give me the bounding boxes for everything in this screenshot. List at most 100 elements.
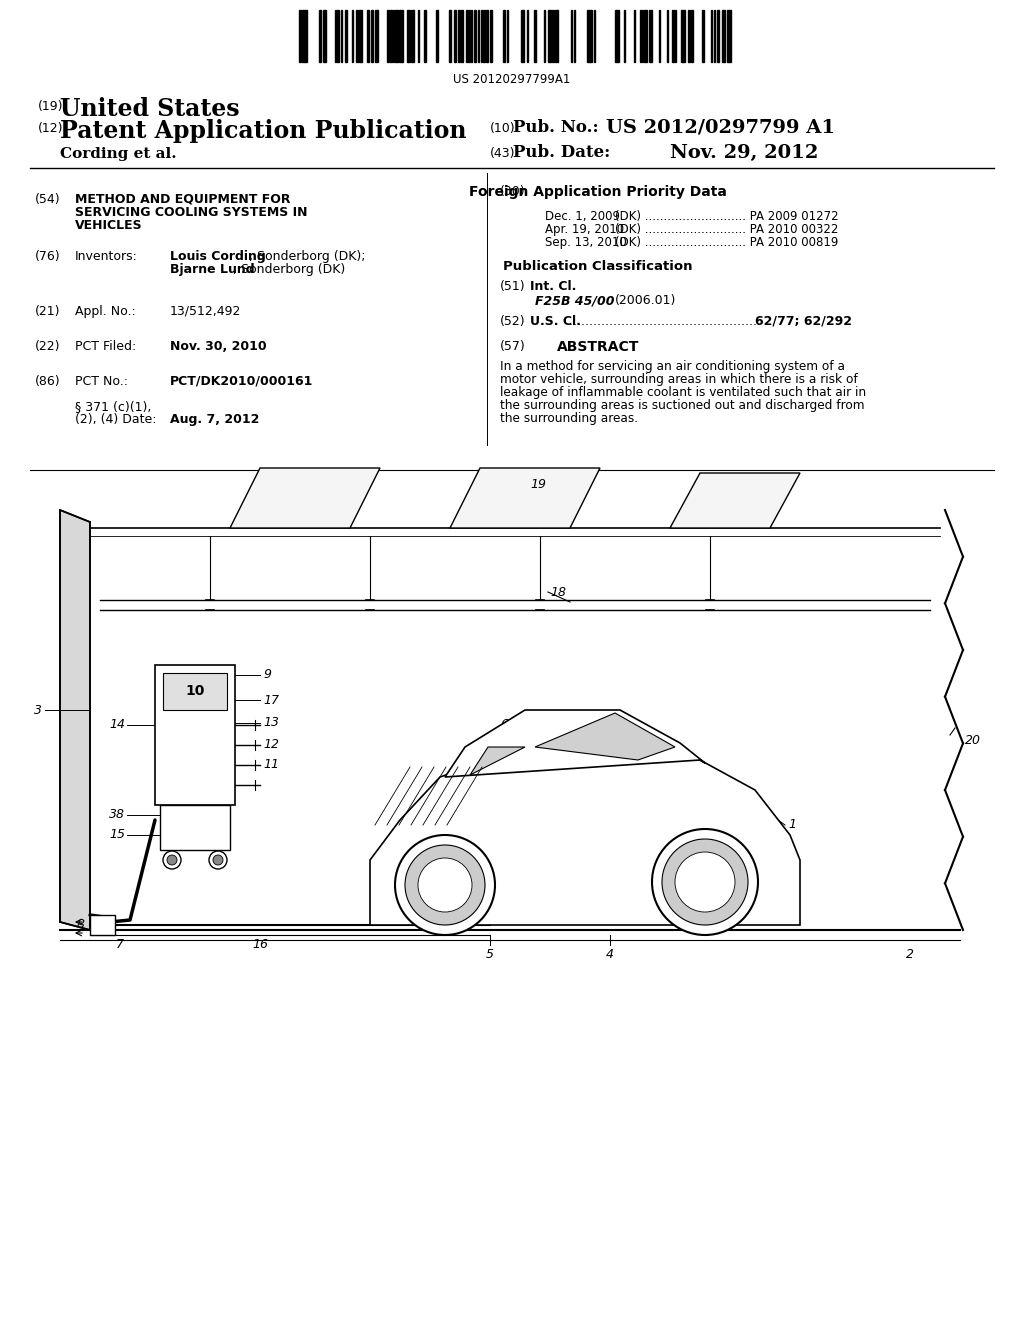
Text: (22): (22): [35, 341, 60, 352]
Text: ................................................: ........................................…: [565, 315, 761, 327]
Text: 14: 14: [109, 718, 125, 731]
Bar: [470, 11, 472, 62]
Bar: [644, 11, 646, 62]
Circle shape: [395, 836, 495, 935]
Bar: [356, 11, 358, 62]
Bar: [687, 11, 689, 62]
Text: 18: 18: [550, 586, 566, 598]
Bar: [407, 11, 410, 62]
Text: 8: 8: [77, 919, 85, 932]
Bar: [722, 11, 725, 62]
Bar: [371, 11, 373, 62]
Text: 62/77; 62/292: 62/77; 62/292: [755, 315, 852, 327]
Polygon shape: [470, 747, 525, 775]
Polygon shape: [230, 469, 380, 528]
Bar: [587, 11, 592, 62]
Text: (DK) ........................... PA 2009 01272: (DK) ........................... PA 2009…: [615, 210, 839, 223]
Text: Pub. Date:: Pub. Date:: [513, 144, 610, 161]
Bar: [555, 11, 557, 62]
Bar: [485, 11, 488, 62]
Text: (2), (4) Date:: (2), (4) Date:: [75, 413, 157, 426]
Bar: [458, 11, 460, 62]
Text: 15: 15: [109, 829, 125, 842]
Polygon shape: [450, 469, 600, 528]
Bar: [418, 11, 419, 62]
Text: 3: 3: [34, 704, 42, 717]
Text: 9: 9: [263, 668, 271, 681]
Text: Int. Cl.: Int. Cl.: [530, 280, 577, 293]
Polygon shape: [90, 915, 115, 935]
Bar: [454, 11, 456, 62]
Text: 20: 20: [965, 734, 981, 747]
Text: PCT No.:: PCT No.:: [75, 375, 128, 388]
Polygon shape: [155, 665, 234, 805]
Text: Aug. 7, 2012: Aug. 7, 2012: [170, 413, 259, 426]
Bar: [701, 11, 705, 62]
Text: Bjarne Lund: Bjarne Lund: [170, 263, 255, 276]
Bar: [389, 11, 391, 62]
Polygon shape: [60, 510, 90, 931]
Bar: [727, 11, 731, 62]
Text: Cording et al.: Cording et al.: [60, 147, 176, 161]
Text: Inventors:: Inventors:: [75, 249, 138, 263]
Text: 13/512,492: 13/512,492: [170, 305, 242, 318]
Text: SERVICING COOLING SYSTEMS IN: SERVICING COOLING SYSTEMS IN: [75, 206, 307, 219]
Bar: [468, 11, 469, 62]
Circle shape: [406, 845, 485, 925]
Polygon shape: [670, 473, 800, 528]
Bar: [302, 11, 307, 62]
Text: Foreign Application Priority Data: Foreign Application Priority Data: [469, 185, 727, 199]
Text: Nov. 29, 2012: Nov. 29, 2012: [670, 144, 818, 162]
Text: leakage of inflammable coolant is ventilated such that air in: leakage of inflammable coolant is ventil…: [500, 385, 866, 399]
Bar: [411, 11, 414, 62]
Bar: [337, 11, 339, 62]
Bar: [690, 11, 692, 62]
Text: (86): (86): [35, 375, 60, 388]
Text: (DK) ........................... PA 2010 00819: (DK) ........................... PA 2010…: [615, 236, 839, 249]
Bar: [367, 11, 369, 62]
Bar: [399, 11, 403, 62]
Bar: [341, 11, 342, 62]
Text: PCT/DK2010/000161: PCT/DK2010/000161: [170, 375, 313, 388]
Text: 17: 17: [263, 693, 279, 706]
Text: 4: 4: [606, 948, 614, 961]
Text: (57): (57): [500, 341, 525, 352]
Text: (52): (52): [500, 315, 525, 327]
Polygon shape: [445, 710, 705, 777]
Text: Pub. No.:: Pub. No.:: [513, 119, 599, 136]
Text: 16: 16: [252, 939, 268, 950]
Text: (30): (30): [500, 185, 525, 198]
Bar: [717, 11, 719, 62]
Polygon shape: [163, 673, 227, 710]
Text: Dec. 1, 2009: Dec. 1, 2009: [545, 210, 620, 223]
Text: Appl. No.:: Appl. No.:: [75, 305, 136, 318]
Circle shape: [652, 829, 758, 935]
Text: (43): (43): [490, 147, 515, 160]
Bar: [634, 11, 635, 62]
Text: (12): (12): [38, 121, 63, 135]
Bar: [323, 11, 326, 62]
Bar: [424, 11, 426, 62]
Text: METHOD AND EQUIPMENT FOR: METHOD AND EQUIPMENT FOR: [75, 193, 291, 206]
Text: 11: 11: [263, 759, 279, 771]
Text: 38: 38: [109, 808, 125, 821]
Text: 10: 10: [185, 684, 205, 698]
Text: PCT Filed:: PCT Filed:: [75, 341, 136, 352]
Text: Sep. 13, 2010: Sep. 13, 2010: [545, 236, 627, 249]
Bar: [318, 11, 321, 62]
Text: 12: 12: [263, 738, 279, 751]
Text: Louis Cording: Louis Cording: [170, 249, 266, 263]
Bar: [461, 11, 463, 62]
Polygon shape: [370, 760, 800, 925]
Text: motor vehicle, surrounding areas in which there is a risk of: motor vehicle, surrounding areas in whic…: [500, 374, 858, 385]
Text: the surrounding areas.: the surrounding areas.: [500, 412, 638, 425]
Text: (54): (54): [35, 193, 60, 206]
Bar: [614, 11, 618, 62]
Text: 19: 19: [530, 479, 546, 491]
Text: (76): (76): [35, 249, 60, 263]
Bar: [681, 11, 685, 62]
Bar: [521, 11, 524, 62]
Circle shape: [662, 840, 748, 925]
Bar: [503, 11, 505, 62]
Bar: [359, 11, 362, 62]
